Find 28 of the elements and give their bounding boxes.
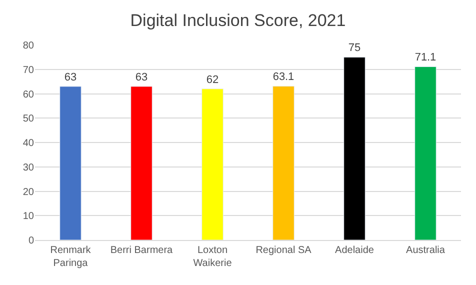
x-tick-label: Berri Barmera	[110, 245, 174, 256]
bar	[130, 86, 152, 240]
x-tick-label: Regional SA	[256, 245, 312, 256]
bar	[344, 56, 366, 240]
y-tick-label: 40	[22, 138, 34, 149]
data-label: 63	[64, 71, 77, 84]
y-tick-label: 30	[22, 162, 34, 174]
x-tick-label: Adelaide	[335, 245, 374, 256]
y-tick-label: 60	[22, 89, 34, 100]
x-tick-label: Loxton Waikerie	[193, 245, 232, 269]
y-tick-label: 70	[22, 64, 34, 76]
x-tick-label: Renmark Paringa	[50, 245, 92, 269]
data-label: 63.1	[272, 71, 294, 84]
data-label: 71.1	[414, 52, 436, 64]
chart-title: Digital Inclusion Score, 2021	[130, 11, 346, 30]
data-label: 62	[206, 74, 219, 86]
y-tick-label: 50	[22, 114, 34, 125]
y-tick-label: 0	[28, 236, 34, 246]
y-tick-label: 10	[22, 211, 34, 222]
y-tick-label: 80	[22, 40, 34, 52]
y-tick-label: 20	[22, 186, 34, 198]
data-label: 75	[348, 42, 361, 54]
bar	[272, 86, 294, 240]
data-label: 63	[135, 71, 148, 84]
bar	[414, 66, 436, 240]
bar	[202, 88, 224, 240]
bar	[60, 86, 82, 240]
x-tick-label: Australia	[406, 245, 446, 256]
